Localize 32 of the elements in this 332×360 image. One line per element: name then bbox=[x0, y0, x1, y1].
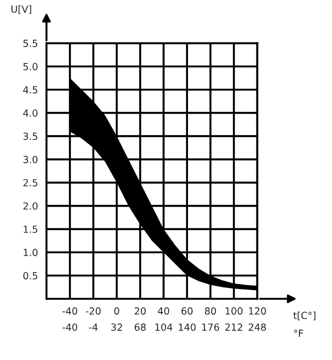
x2-tick-label: 140 bbox=[178, 323, 196, 331]
x2-tick-label: 212 bbox=[225, 323, 242, 331]
y-axis-title: U[V] bbox=[11, 5, 32, 14]
x-tick-label: -20 bbox=[86, 307, 101, 315]
x-tick-label: 100 bbox=[226, 307, 243, 315]
x-tick-label: 80 bbox=[204, 307, 216, 315]
x-tick-label: 0 bbox=[114, 307, 120, 315]
x2-tick-label: 176 bbox=[202, 323, 220, 331]
x2-tick-label: -40 bbox=[62, 323, 78, 331]
y-tick-label: 4.0 bbox=[23, 109, 38, 117]
x2-tick-label: 104 bbox=[155, 323, 172, 331]
x-axis-title: t[C°] bbox=[293, 312, 316, 320]
x-tick-label: -40 bbox=[62, 307, 78, 315]
x2-tick-label: -4 bbox=[88, 324, 98, 331]
x-tick-label: 60 bbox=[182, 307, 193, 315]
x2-axis-title: °F bbox=[294, 330, 304, 337]
y-tick-label: 5.5 bbox=[23, 40, 38, 48]
y-tick-label: 3.5 bbox=[23, 132, 38, 140]
y-tick-label: 2.5 bbox=[23, 179, 38, 186]
y-tick-label: 5.0 bbox=[23, 62, 38, 70]
x2-tick-label: 68 bbox=[134, 323, 146, 331]
x2-tick-label: 32 bbox=[111, 323, 122, 331]
y-tick-label: 1.0 bbox=[24, 248, 38, 256]
x-tick-label: 20 bbox=[134, 307, 146, 315]
x2-tick-label: 248 bbox=[248, 323, 266, 331]
y-tick-label: 4.5 bbox=[23, 86, 38, 94]
y-tick-label: 0.5 bbox=[23, 272, 38, 280]
x-tick-label: 120 bbox=[249, 307, 266, 315]
x-tick-label: 40 bbox=[158, 307, 170, 315]
y-tick-label: 1.5 bbox=[24, 226, 38, 233]
y-tick-label: 2.0 bbox=[23, 202, 38, 210]
y-tick-label: 3.0 bbox=[23, 156, 38, 164]
